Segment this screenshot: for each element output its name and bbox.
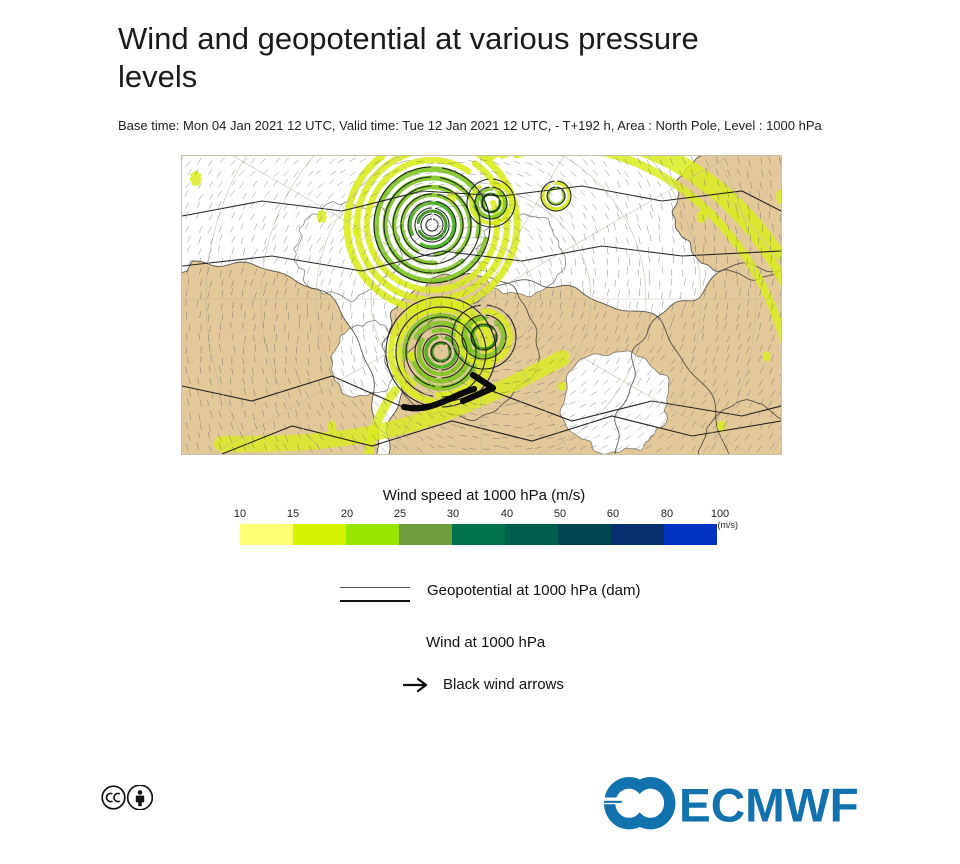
svg-text:ECMWF: ECMWF	[679, 780, 859, 833]
